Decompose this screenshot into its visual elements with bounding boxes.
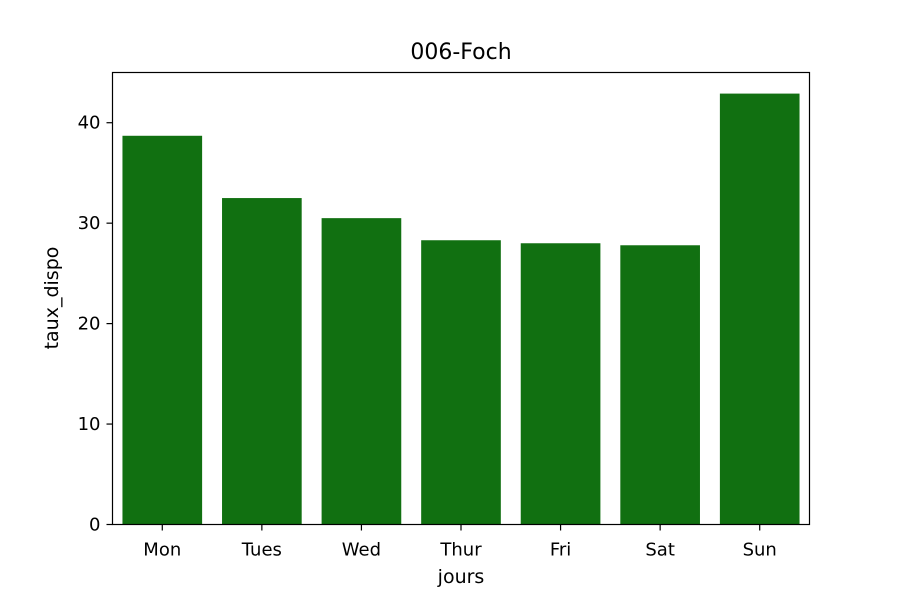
chart-title: 006-Foch	[410, 40, 511, 65]
x-axis-label: jours	[437, 566, 485, 588]
plot-frame	[111, 71, 811, 526]
bar-wed	[321, 218, 402, 525]
y-tick-label: 20	[78, 314, 101, 335]
bar-sat	[620, 245, 700, 525]
x-tick-label: Sat	[645, 540, 675, 561]
x-tick-label: Fri	[550, 540, 571, 561]
x-tick-label: Tues	[241, 540, 282, 561]
y-tick-label: 10	[78, 414, 101, 435]
bar-sun	[719, 93, 800, 525]
bar-mon	[122, 135, 203, 525]
x-axis-ticks: Mon Tues Wed Thur Fri Sat Sun	[143, 524, 777, 561]
bar-thur	[421, 240, 501, 525]
y-tick-label: 30	[78, 213, 101, 234]
x-tick-label: Mon	[143, 540, 181, 561]
bar-fri	[520, 243, 601, 525]
bars-group	[122, 93, 800, 525]
bar-tues	[222, 198, 302, 525]
y-tick-label: 40	[78, 113, 101, 134]
x-tick-label: Sun	[743, 540, 777, 561]
y-axis-label: taux_dispo	[41, 247, 63, 350]
y-axis-ticks: 0 10 20 30 40	[78, 113, 113, 536]
y-tick-label: 0	[89, 515, 100, 536]
x-tick-label: Thur	[439, 540, 482, 561]
x-tick-label: Wed	[342, 540, 381, 561]
